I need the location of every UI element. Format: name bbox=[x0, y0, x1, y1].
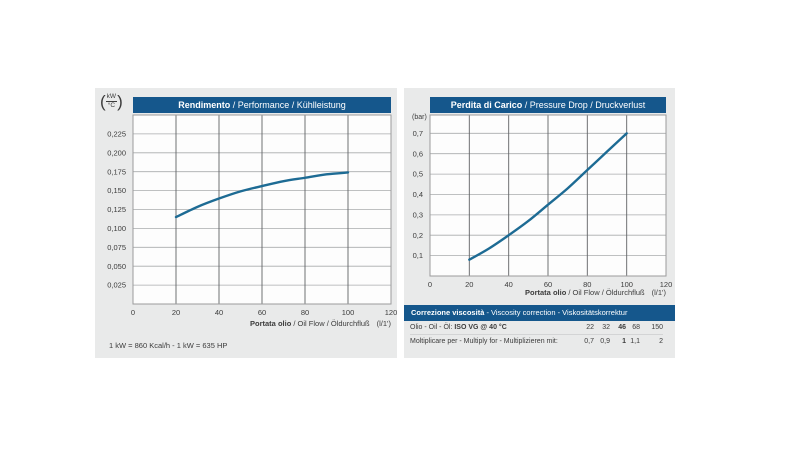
svg-text:0,6: 0,6 bbox=[413, 149, 423, 158]
svg-text:0,175: 0,175 bbox=[107, 167, 126, 176]
viscosity-value: 68 bbox=[632, 324, 640, 331]
axis-label-bold: Portata olio bbox=[525, 288, 567, 297]
svg-text:0,3: 0,3 bbox=[413, 211, 423, 220]
title-bold: Perdita di Carico bbox=[450, 100, 523, 110]
viscosity-header-rest: - Viscosity correction - Viskositätskorr… bbox=[484, 308, 628, 317]
title-bold: Rendimento bbox=[178, 100, 231, 110]
axis-label-rest: / Oil Flow / Öldurchfluß bbox=[291, 319, 370, 328]
viscosity-value: 46 bbox=[618, 324, 626, 331]
viscosity-correction-header: Correzione viscosità - Viscosity correct… bbox=[404, 305, 675, 321]
svg-text:100: 100 bbox=[620, 280, 633, 289]
axis-label-unit: (l/1') bbox=[376, 319, 391, 328]
svg-text:0,7: 0,7 bbox=[413, 129, 423, 138]
performance-chart-title: Rendimento / Performance / Kühlleistung bbox=[133, 97, 391, 113]
svg-text:80: 80 bbox=[583, 280, 591, 289]
title-rest: / Performance / Kühlleistung bbox=[230, 100, 346, 110]
oil-flow-axis-label: Portata olio / Oil Flow / Öldurchfluß (l/… bbox=[525, 288, 666, 297]
svg-text:20: 20 bbox=[465, 280, 473, 289]
paren-close: ) bbox=[117, 92, 123, 111]
oil-grade-values: 22 32 46 68 150 bbox=[578, 321, 663, 334]
svg-text:120: 120 bbox=[660, 280, 673, 289]
axis-label-rest: / Oil Flow / Öldurchfluß bbox=[566, 288, 645, 297]
svg-text:0,200: 0,200 bbox=[107, 148, 126, 157]
pressure-drop-chart: 0,1 0,2 0,3 0,4 0,5 0,6 0,7 0 20 40 60 80 100 120 bbox=[404, 113, 675, 293]
svg-text:0,5: 0,5 bbox=[413, 170, 423, 179]
svg-text:0,050: 0,050 bbox=[107, 262, 126, 271]
oil-grade-label-regular: Olio - Oil - Öl: bbox=[410, 324, 455, 331]
viscosity-correction-table: Olio - Oil - Öl: ISO VG @ 40 °C 22 32 46 68… bbox=[410, 321, 663, 348]
svg-text:0,150: 0,150 bbox=[107, 186, 126, 195]
viscosity-multiplier-row: Moltiplicare per - Multiply for - Multip… bbox=[410, 335, 663, 348]
svg-text:0,025: 0,025 bbox=[107, 281, 126, 290]
oil-flow-axis-label: Portata olio / Oil Flow / Öldurchfluß (l/… bbox=[250, 319, 391, 328]
svg-text:80: 80 bbox=[301, 308, 309, 317]
svg-text:40: 40 bbox=[505, 280, 513, 289]
svg-text:40: 40 bbox=[215, 308, 223, 317]
svg-text:0,075: 0,075 bbox=[107, 243, 126, 252]
svg-text:60: 60 bbox=[544, 280, 552, 289]
axis-label-bold: Portata olio bbox=[250, 319, 292, 328]
kw-per-c-unit-label: ( kW °C ) bbox=[100, 93, 123, 110]
pressure-drop-panel: (bar) Perdita di Carico / Pressure Drop … bbox=[404, 88, 675, 358]
viscosity-header-bold: Correzione viscosità bbox=[411, 308, 485, 317]
multiplier-values: 0,7 0,9 1 1,1 2 bbox=[578, 335, 663, 348]
bar-unit-label: (bar) bbox=[412, 114, 427, 121]
unit-denominator: °C bbox=[107, 102, 116, 109]
pressure-drop-chart-title: Perdita di Carico / Pressure Drop / Druc… bbox=[430, 97, 666, 113]
viscosity-value: 0,9 bbox=[600, 338, 610, 345]
svg-text:120: 120 bbox=[385, 308, 397, 317]
svg-text:100: 100 bbox=[342, 308, 355, 317]
viscosity-value: 2 bbox=[659, 338, 663, 345]
svg-text:0,1: 0,1 bbox=[413, 251, 423, 260]
svg-text:0,4: 0,4 bbox=[413, 190, 423, 199]
axis-label-unit: (l/1') bbox=[651, 288, 666, 297]
power-conversion-note: 1 kW = 860 Kcal/h - 1 kW = 635 HP bbox=[109, 341, 228, 350]
paren-open: ( bbox=[100, 92, 106, 111]
viscosity-value: 22 bbox=[586, 324, 594, 331]
viscosity-value: 0,7 bbox=[584, 338, 594, 345]
multiplier-label: Moltiplicare per - Multiply for - Multip… bbox=[410, 338, 558, 345]
viscosity-value: 32 bbox=[602, 324, 610, 331]
performance-chart-panel: ( kW °C ) Rendimento / Performance / Küh… bbox=[95, 88, 397, 358]
oil-grade-label-bold: ISO VG @ 40 °C bbox=[454, 324, 507, 331]
svg-text:0,225: 0,225 bbox=[107, 130, 126, 139]
svg-text:0,125: 0,125 bbox=[107, 205, 126, 214]
svg-text:20: 20 bbox=[172, 308, 180, 317]
title-rest: / Pressure Drop / Druckverlust bbox=[522, 100, 646, 110]
oil-grade-label: Olio - Oil - Öl: ISO VG @ 40 °C bbox=[410, 321, 578, 334]
svg-text:0,2: 0,2 bbox=[413, 231, 423, 240]
performance-chart: 0,025 0,050 0,075 0,100 0,125 0,150 0,175 0,200… bbox=[95, 113, 397, 323]
svg-text:0: 0 bbox=[131, 308, 135, 317]
svg-text:0: 0 bbox=[428, 280, 432, 289]
viscosity-oil-grade-row: Olio - Oil - Öl: ISO VG @ 40 °C 22 32 46 68… bbox=[410, 321, 663, 335]
viscosity-value: 1,1 bbox=[630, 338, 640, 345]
viscosity-value: 1 bbox=[622, 338, 626, 345]
svg-text:0,100: 0,100 bbox=[107, 224, 126, 233]
unit-numerator: kW bbox=[105, 93, 118, 102]
svg-text:60: 60 bbox=[258, 308, 266, 317]
viscosity-value: 150 bbox=[651, 324, 663, 331]
